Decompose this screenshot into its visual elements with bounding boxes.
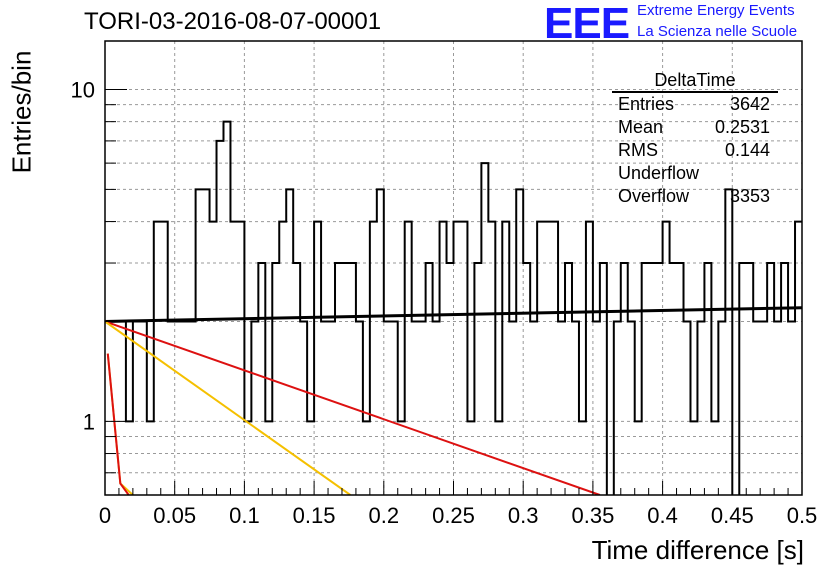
- stats-name: DeltaTime: [654, 70, 735, 90]
- logo-line-2: La Scienza nelle Scuole: [637, 23, 798, 40]
- stats-row-value: 3642: [730, 94, 770, 114]
- x-tick-label: 0.2: [369, 503, 400, 528]
- stats-row-label: Mean: [618, 117, 663, 137]
- x-tick-label: 0.45: [711, 503, 754, 528]
- eee-logo: EEE: [544, 0, 630, 48]
- stats-row-label: Entries: [618, 94, 674, 114]
- x-tick-label: 0.25: [432, 503, 475, 528]
- y-axis-label: Entries/bin: [6, 50, 37, 174]
- stats-row-label: RMS: [618, 140, 658, 160]
- chart-title: TORI-03-2016-08-07-00001: [84, 8, 382, 35]
- fit-curve-0: [105, 306, 802, 323]
- fit-curve-2: [105, 320, 351, 495]
- stats-row-value: 3353: [730, 186, 770, 206]
- stats-row-label: Underflow: [618, 163, 700, 183]
- x-tick-label: 0.4: [647, 503, 678, 528]
- x-tick-label: 0.3: [508, 503, 539, 528]
- x-axis-label: Time difference [s]: [591, 535, 804, 565]
- fit-curve-4: [106, 353, 130, 495]
- y-tick-label: 10: [71, 77, 95, 102]
- stats-row-label: Overflow: [618, 186, 690, 206]
- x-tick-label: 0.05: [153, 503, 196, 528]
- stats-box: DeltaTime Entries 3642 Mean 0.2531 RMS 0.144 Un…: [612, 70, 778, 206]
- y-tick-label: 1: [83, 409, 95, 434]
- fit-curve-1: [105, 320, 601, 495]
- histogram-series: [105, 120, 802, 495]
- x-tick-label: 0: [99, 503, 111, 528]
- stats-row-value: 0.144: [725, 140, 770, 160]
- stats-row-value: 0.2531: [715, 117, 770, 137]
- logo-line-1: Extreme Energy Events: [637, 2, 795, 19]
- x-tick-label: 0.5: [787, 503, 818, 528]
- x-tick-label: 0.15: [293, 503, 336, 528]
- x-tick-label: 0.35: [571, 503, 614, 528]
- x-tick-label: 0.1: [229, 503, 260, 528]
